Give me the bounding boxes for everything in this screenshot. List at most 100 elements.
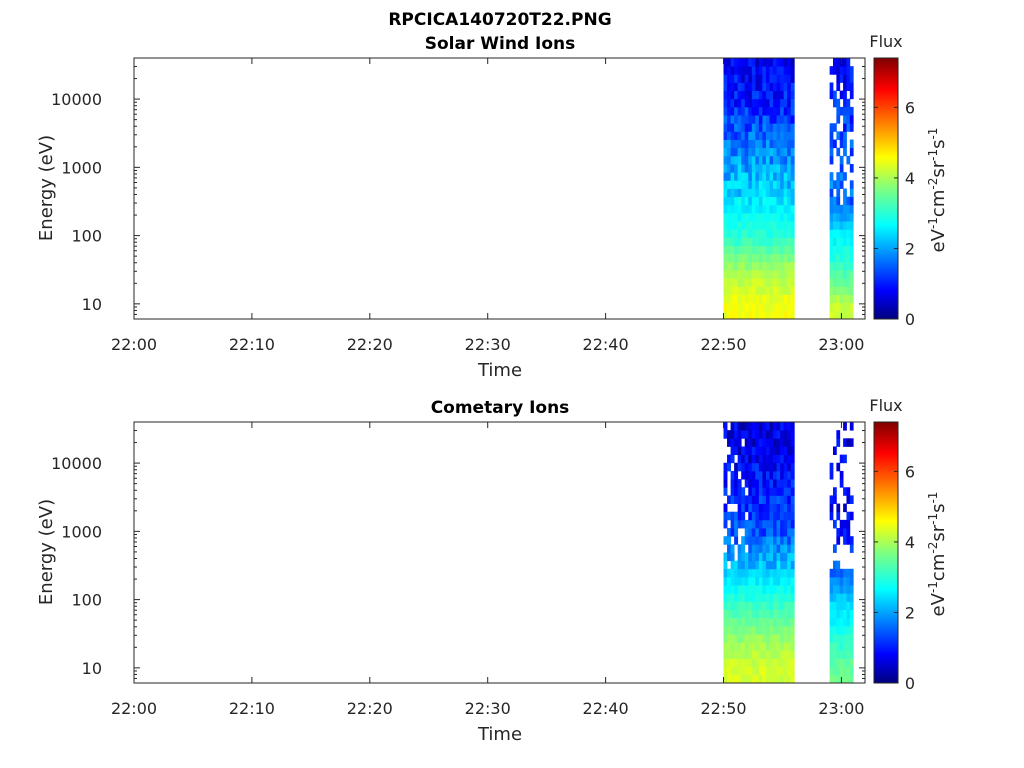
heatmap-cell xyxy=(762,155,767,165)
heatmap-cell xyxy=(762,593,767,602)
heatmap-cell xyxy=(727,666,731,676)
heatmap-cell xyxy=(734,519,739,529)
heatmap-cell xyxy=(790,172,795,181)
heatmap-cell xyxy=(787,270,792,279)
heatmap-cell xyxy=(839,253,844,263)
heatmap-cell xyxy=(744,642,749,651)
heatmap-cell xyxy=(846,221,851,230)
heatmap-cell xyxy=(737,196,742,206)
heatmap-cell xyxy=(780,155,785,165)
heatmap-cell xyxy=(748,470,753,480)
heatmap-cell xyxy=(744,650,749,659)
heatmap-cell xyxy=(730,479,735,488)
heatmap-cell xyxy=(783,511,788,521)
heatmap-cell xyxy=(829,658,834,668)
heatmap-cell xyxy=(780,528,785,537)
heatmap-cell xyxy=(762,229,767,238)
heatmap-cell xyxy=(737,302,742,312)
heatmap-cell xyxy=(829,147,834,157)
heatmap-cell xyxy=(748,568,753,578)
heatmap-cell xyxy=(744,229,749,238)
heatmap-cell xyxy=(730,634,735,643)
heatmap-cell xyxy=(849,422,854,431)
heatmap-cell xyxy=(773,278,777,287)
heatmap-cell xyxy=(748,438,753,447)
heatmap-cell xyxy=(780,261,785,271)
heatmap-cell xyxy=(744,66,749,75)
heatmap-cell xyxy=(833,625,837,635)
heatmap-cell xyxy=(783,446,788,456)
heatmap-cell xyxy=(839,229,844,238)
heatmap-cell xyxy=(737,625,742,635)
heatmap-cell xyxy=(727,634,731,643)
heatmap-cell xyxy=(727,90,731,100)
heatmap-cell xyxy=(758,487,763,496)
heatmap-cell xyxy=(734,650,739,659)
heatmap-cell xyxy=(723,552,728,562)
heatmap-cell xyxy=(730,568,735,578)
heatmap-cell xyxy=(741,204,746,214)
heatmap-cell xyxy=(846,286,851,295)
heatmap-cell xyxy=(790,261,795,271)
x-axis-label: Time xyxy=(477,724,522,745)
heatmap-cell xyxy=(762,172,767,181)
heatmap-cell xyxy=(776,674,781,684)
heatmap-cell xyxy=(741,261,746,271)
heatmap-cell xyxy=(755,674,760,684)
heatmap-cell xyxy=(776,58,781,67)
heatmap-cell xyxy=(751,74,756,83)
heatmap-cell xyxy=(741,90,746,100)
heatmap-cell xyxy=(773,454,777,464)
heatmap-cell xyxy=(748,674,753,684)
heatmap-cell xyxy=(773,495,777,504)
heatmap-cell xyxy=(839,221,844,230)
heatmap-cell xyxy=(839,601,844,610)
heatmap-cell xyxy=(773,155,777,165)
heatmap-cell xyxy=(741,519,746,529)
heatmap-cell xyxy=(748,609,753,619)
heatmap-cell xyxy=(769,270,774,279)
heatmap-cell xyxy=(780,286,785,295)
heatmap-cell xyxy=(776,82,781,92)
heatmap-cell xyxy=(765,261,770,271)
heatmap-cell xyxy=(849,634,854,643)
heatmap-cell xyxy=(755,66,760,75)
heatmap-cell xyxy=(769,229,774,238)
heatmap-cell xyxy=(787,123,792,132)
heatmap-cell xyxy=(846,204,851,214)
heatmap-cell xyxy=(836,196,841,206)
heatmap-cell xyxy=(843,204,847,214)
heatmap-cell xyxy=(787,58,792,67)
heatmap-cell xyxy=(843,172,847,181)
heatmap-cell xyxy=(734,470,739,480)
heatmap-cell xyxy=(734,617,739,627)
heatmap-cell xyxy=(839,172,844,181)
heatmap-cell xyxy=(790,528,795,537)
heatmap-cell xyxy=(833,593,837,602)
heatmap-cell xyxy=(787,131,792,140)
heatmap-cell xyxy=(773,115,777,124)
heatmap-cell xyxy=(748,131,753,140)
heatmap-cell xyxy=(723,164,728,173)
heatmap-cell xyxy=(751,430,756,439)
heatmap-cell xyxy=(758,528,763,537)
heatmap-cell xyxy=(751,245,756,255)
heatmap-cell xyxy=(776,123,781,132)
heatmap-cell xyxy=(734,172,739,181)
heatmap-cell xyxy=(723,131,728,140)
heatmap-cell xyxy=(748,58,753,67)
heatmap-cell xyxy=(723,479,728,488)
heatmap-cell xyxy=(762,90,767,100)
heatmap-cell xyxy=(776,172,781,181)
heatmap-cell xyxy=(730,229,735,238)
heatmap-cell xyxy=(787,528,792,537)
x-tick-label: 22:50 xyxy=(700,335,746,354)
heatmap-cell xyxy=(780,674,785,684)
heatmap-cell xyxy=(829,221,834,230)
heatmap-cell xyxy=(765,245,770,255)
heatmap-cell xyxy=(783,544,788,553)
heatmap-cell xyxy=(776,131,781,140)
heatmap-cell xyxy=(751,147,756,157)
heatmap-cell xyxy=(843,536,847,545)
heatmap-cell xyxy=(846,576,851,586)
